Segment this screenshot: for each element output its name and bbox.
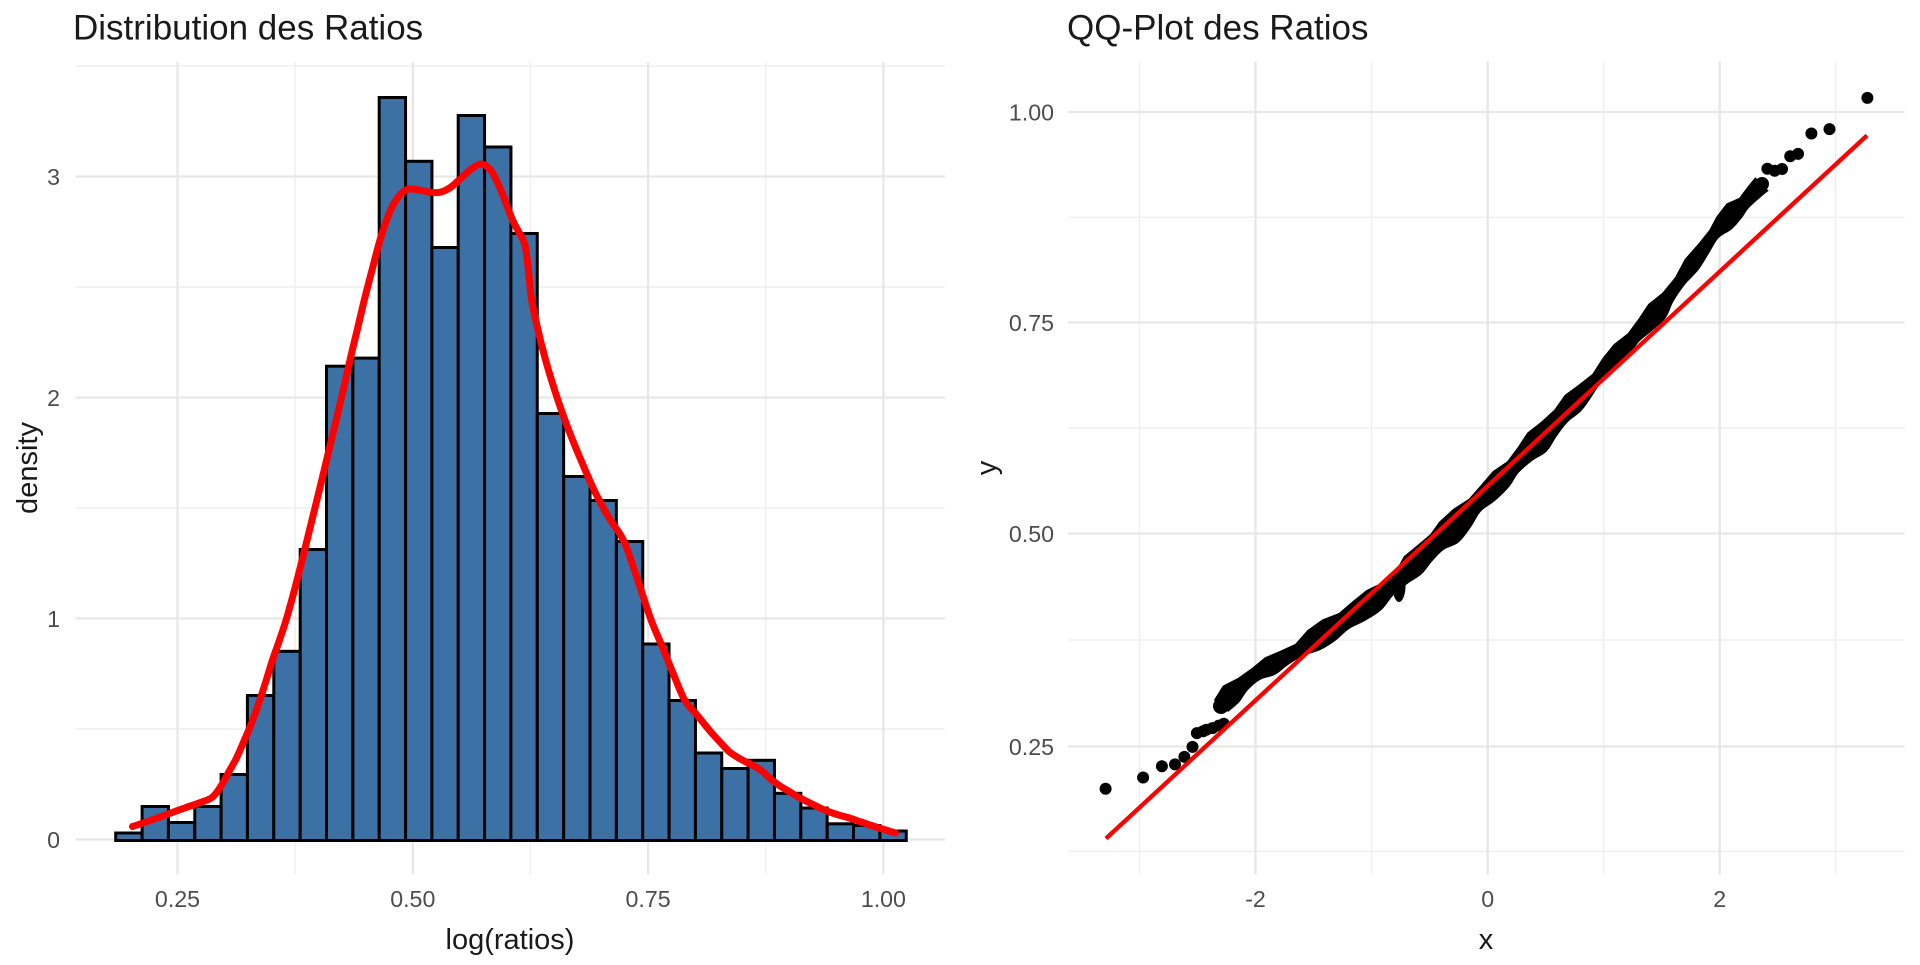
- svg-text:1.00: 1.00: [861, 886, 906, 912]
- svg-text:2: 2: [1713, 886, 1726, 912]
- svg-text:density: density: [12, 422, 44, 514]
- svg-text:0: 0: [1481, 886, 1494, 912]
- svg-text:0.75: 0.75: [626, 886, 671, 912]
- svg-text:0.25: 0.25: [155, 886, 200, 912]
- svg-text:x: x: [1479, 924, 1494, 956]
- svg-text:0.50: 0.50: [390, 886, 435, 912]
- svg-text:0: 0: [47, 827, 60, 853]
- svg-text:1.00: 1.00: [1009, 100, 1054, 126]
- svg-text:log(ratios): log(ratios): [446, 924, 575, 956]
- svg-text:QQ-Plot des Ratios: QQ-Plot des Ratios: [1067, 9, 1369, 48]
- svg-text:3: 3: [47, 164, 60, 190]
- svg-text:-2: -2: [1245, 886, 1266, 912]
- svg-text:0.75: 0.75: [1009, 310, 1054, 336]
- svg-text:0.50: 0.50: [1009, 521, 1054, 547]
- svg-text:Distribution des Ratios: Distribution des Ratios: [73, 9, 423, 48]
- svg-text:0.25: 0.25: [1009, 734, 1054, 760]
- svg-text:2: 2: [47, 385, 60, 411]
- svg-text:y: y: [971, 460, 1003, 475]
- svg-text:1: 1: [47, 606, 60, 632]
